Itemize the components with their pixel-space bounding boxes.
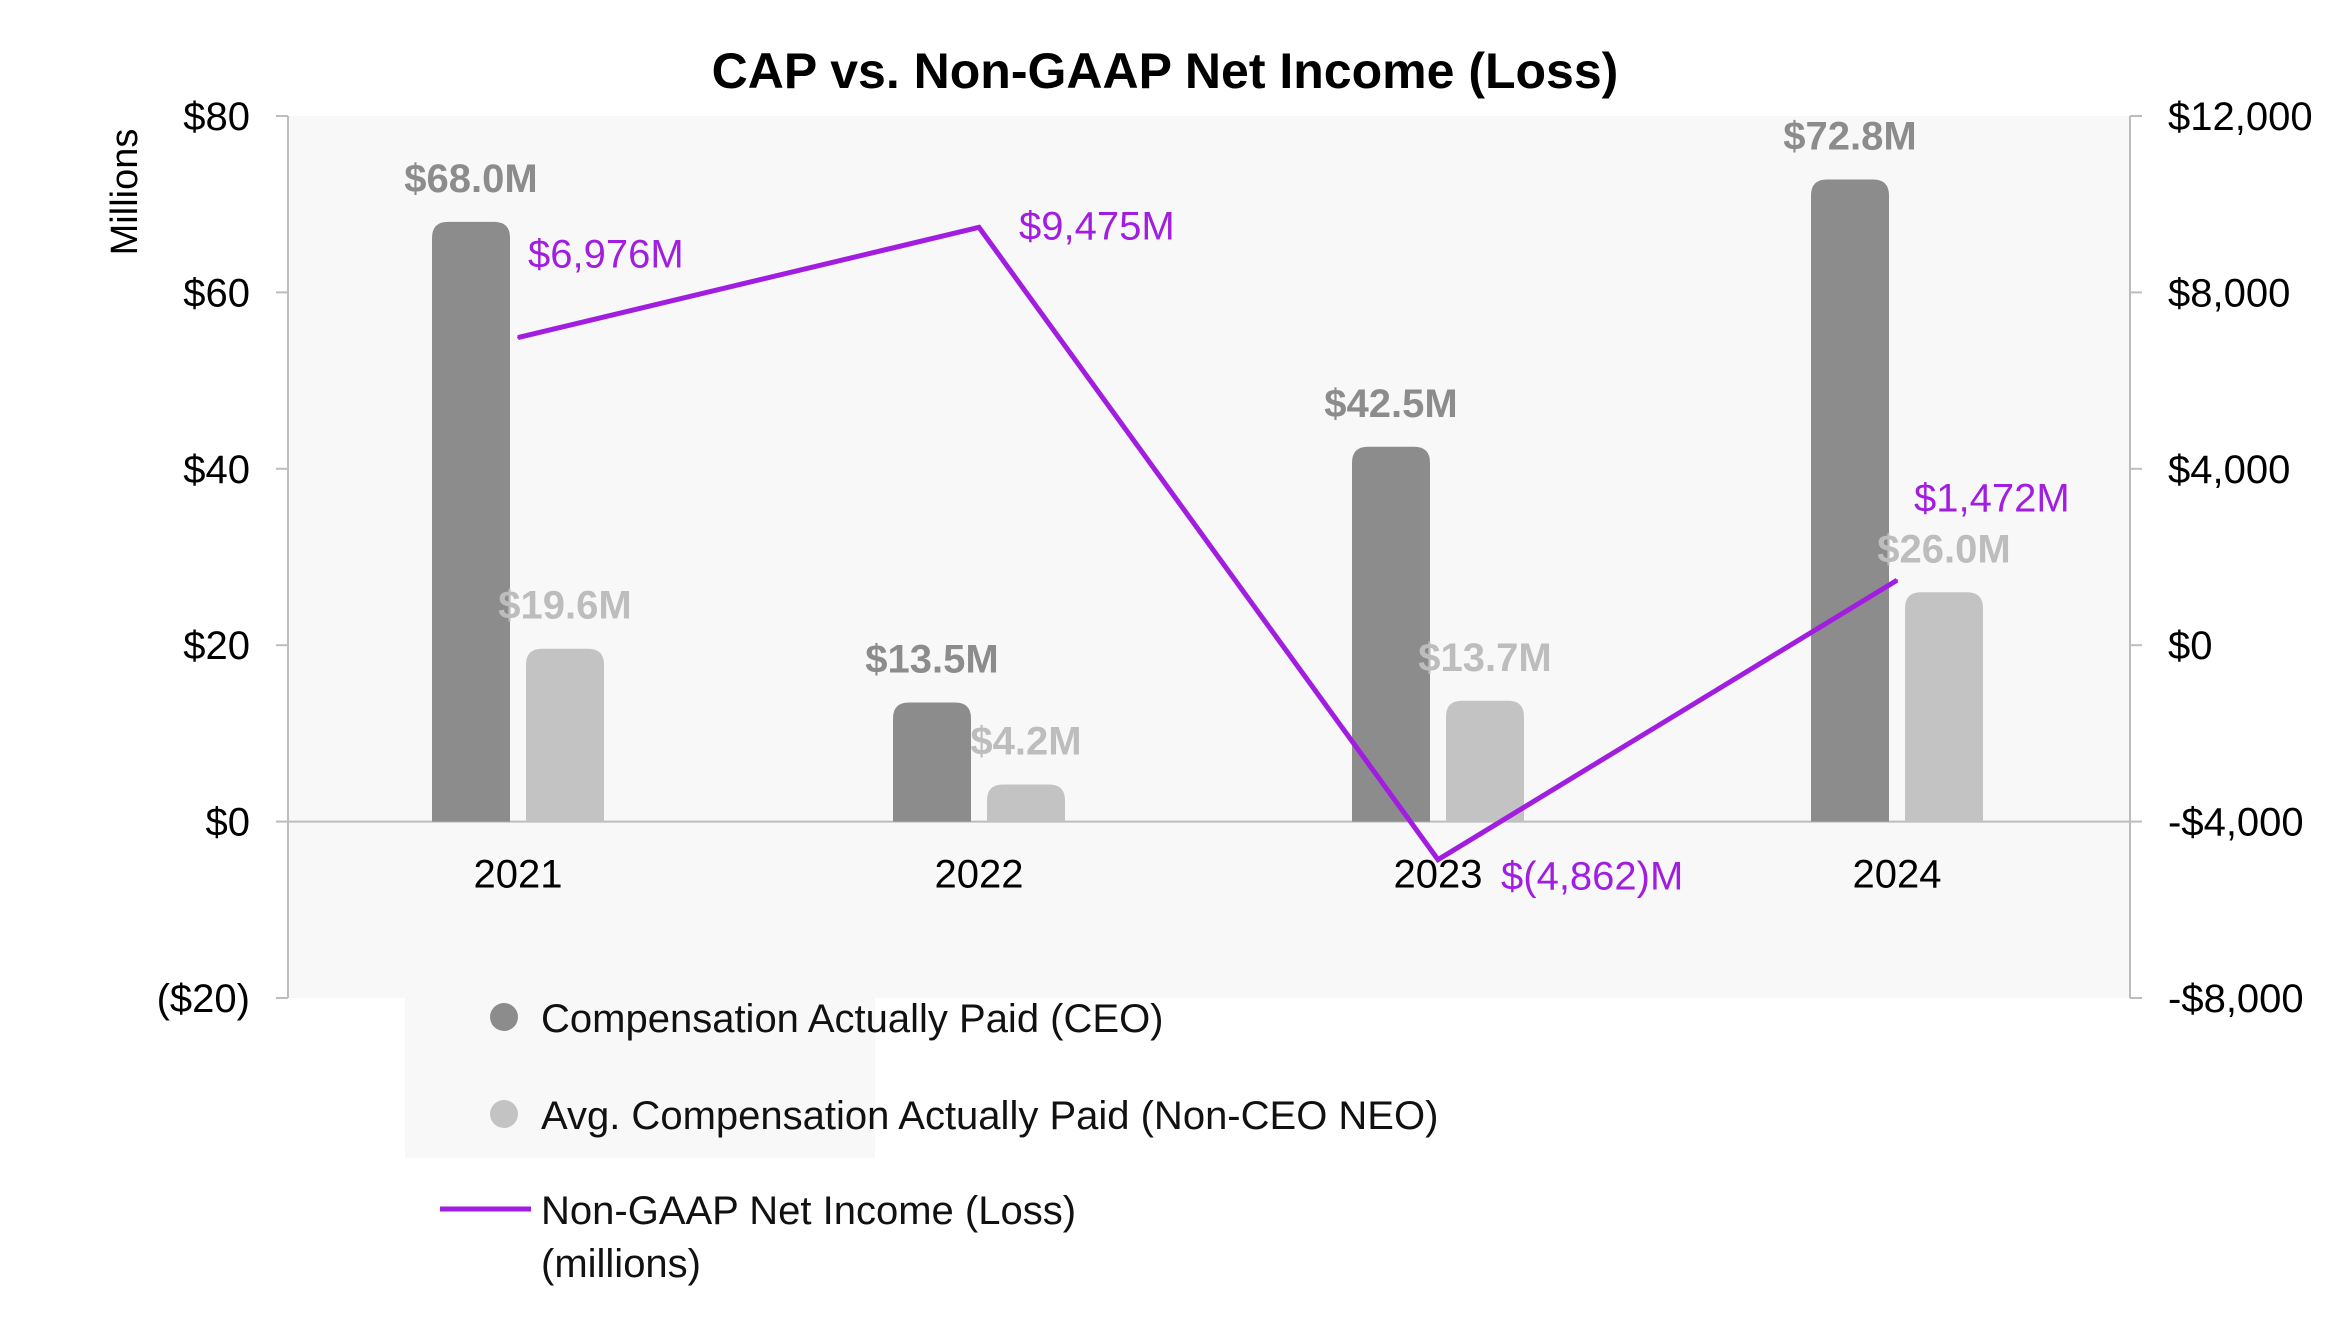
bar-non-ceo-neo — [987, 784, 1065, 822]
data-label-non-ceo-neo: $13.7M — [1418, 636, 1551, 680]
income-line — [517, 224, 1899, 863]
legend-marker-ceo — [490, 1003, 518, 1031]
left-tick-label: $0 — [206, 801, 251, 845]
data-label-income: $(4,862)M — [1501, 855, 1683, 899]
right-tick-label: $8,000 — [2168, 271, 2290, 315]
data-label-ceo: $42.5M — [1324, 382, 1457, 426]
right-tick-label: $12,000 — [2168, 95, 2313, 139]
bar-ceo — [1352, 446, 1430, 822]
right-tick-label: $4,000 — [2168, 448, 2290, 492]
data-label-non-ceo-neo: $19.6M — [498, 584, 631, 628]
legend-label-income: Non-GAAP Net Income (Loss) — [541, 1189, 1076, 1233]
bar-ceo — [1811, 179, 1889, 822]
bar-ceo — [893, 702, 971, 822]
legend-label-income-units: (millions) — [541, 1242, 701, 1286]
bar-non-ceo-neo — [1446, 700, 1524, 822]
left-tick-label: $60 — [183, 271, 250, 315]
data-label-ceo: $68.0M — [404, 157, 537, 201]
x-tick-label: 2021 — [474, 853, 563, 897]
data-label-income: $9,475M — [1019, 204, 1175, 248]
legend-label-ceo: Compensation Actually Paid (CEO) — [541, 997, 1164, 1041]
income-point — [1437, 858, 1439, 861]
left-tick-label: $40 — [183, 448, 250, 492]
income-point — [1896, 579, 1898, 582]
x-tick-label: 2024 — [1853, 853, 1942, 897]
left-tick-label: $80 — [183, 95, 250, 139]
left-tick-label: ($20) — [157, 977, 250, 1021]
chart-title: CAP vs. Non-GAAP Net Income (Loss) — [712, 43, 1619, 99]
right-tick-label: -$8,000 — [2168, 977, 2304, 1021]
data-label-non-ceo-neo: $26.0M — [1877, 527, 2010, 571]
bar-non-ceo-neo — [1905, 592, 1983, 822]
line-layer — [517, 224, 1899, 863]
x-tick-label: 2022 — [935, 853, 1024, 897]
data-label-income: $1,472M — [1914, 476, 2070, 520]
data-label-income: $6,976M — [528, 233, 684, 277]
legend-label-neo: Avg. Compensation Actually Paid (Non-CEO… — [541, 1094, 1438, 1138]
right-tick-label: -$4,000 — [2168, 801, 2304, 845]
axes-layer: $80 $60 $40 $20 $0 ($20) $12,000 $8,000 $4,000 $0… — [157, 95, 2313, 1021]
bars-layer — [432, 179, 1983, 822]
data-label-non-ceo-neo: $4.2M — [970, 720, 1081, 764]
income-point — [978, 226, 980, 229]
right-tick-label: $0 — [2168, 624, 2213, 668]
bar-non-ceo-neo — [526, 648, 604, 822]
labels-layer: $68.0M $13.5M $42.5M $72.8M $19.6M $4.2M $13.7… — [404, 115, 2069, 899]
data-label-ceo: $13.5M — [865, 638, 998, 682]
bar-ceo — [432, 221, 510, 822]
data-label-ceo: $72.8M — [1783, 115, 1916, 159]
legend: Compensation Actually Paid (CEO) Avg. Co… — [440, 997, 1438, 1286]
legend-marker-neo — [490, 1100, 518, 1128]
left-tick-label: $20 — [183, 624, 250, 668]
legend-panel — [405, 998, 875, 1158]
income-point — [517, 336, 519, 339]
left-axis-label: Millions — [104, 129, 146, 256]
